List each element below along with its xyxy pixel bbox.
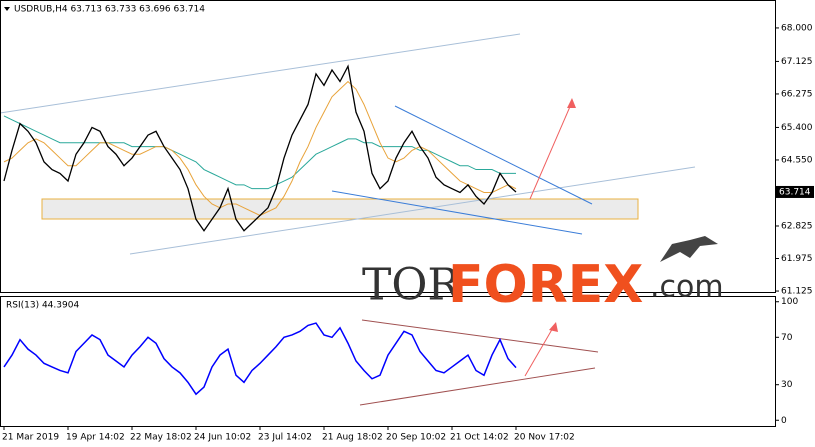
rsi-line	[3, 322, 517, 396]
x-tick-label: 20 Sep 10:02	[386, 433, 446, 443]
watermark-brand: FOREX	[448, 255, 643, 315]
chart-title: USDRUB,H4 63.713 63.733 63.696 63.714	[14, 5, 205, 15]
current-price-box	[776, 185, 814, 198]
y-tick-label: 67.125	[781, 57, 813, 67]
x-tick-label: 24 Jun 10:02	[194, 433, 251, 443]
bull-logo	[660, 236, 718, 262]
rsi-trend-line	[359, 367, 596, 406]
support-zone	[41, 198, 639, 220]
arrow-head	[549, 322, 558, 332]
price-frame	[0, 0, 776, 293]
y-tick-label: 70	[781, 333, 793, 343]
y-tick-label: 64.550	[781, 155, 813, 165]
y-tick-label: 66.275	[781, 89, 813, 99]
x-tick-label: 21 Aug 18:02	[322, 433, 383, 443]
y-tick-label: 61.975	[781, 254, 813, 264]
x-tick-label: 21 Mar 2019	[2, 433, 59, 443]
y-tick-label: 65.400	[781, 123, 813, 133]
watermark-prefix: TOR	[362, 260, 462, 311]
trend-line	[331, 190, 583, 235]
y-tick-label: 61.125	[781, 287, 813, 297]
trend-line	[0, 33, 521, 114]
forecast-arrow	[524, 325, 555, 377]
forecast-arrow	[529, 101, 573, 200]
menu-triangle	[4, 7, 10, 11]
watermark-suffix: .com	[650, 270, 724, 305]
moving-average	[3, 115, 516, 190]
trend-line	[129, 166, 696, 255]
x-tick-label: 22 May 18:02	[130, 433, 192, 443]
y-tick-label: 100	[781, 297, 798, 307]
rsi-title: RSI(13) 44.3904	[6, 301, 79, 311]
y-tick-label: 68.000	[781, 23, 813, 33]
x-tick-label: 21 Oct 14:02	[450, 433, 509, 443]
watermark: TOR FOREX .com	[362, 255, 724, 315]
x-tick-label: 19 Apr 14:02	[66, 433, 125, 443]
y-tick-label: 30	[781, 380, 793, 390]
y-tick-label: 0	[781, 416, 787, 426]
rsi-trend-line	[361, 319, 599, 353]
price-line	[3, 64, 517, 232]
trend-line	[394, 105, 593, 205]
arrow-head	[567, 98, 576, 108]
x-tick-label: 23 Jul 14:02	[258, 433, 312, 443]
y-tick-label: 62.825	[781, 221, 813, 231]
current-price-label: 63.714	[779, 187, 811, 197]
x-tick-label: 20 Nov 17:02	[514, 433, 575, 443]
